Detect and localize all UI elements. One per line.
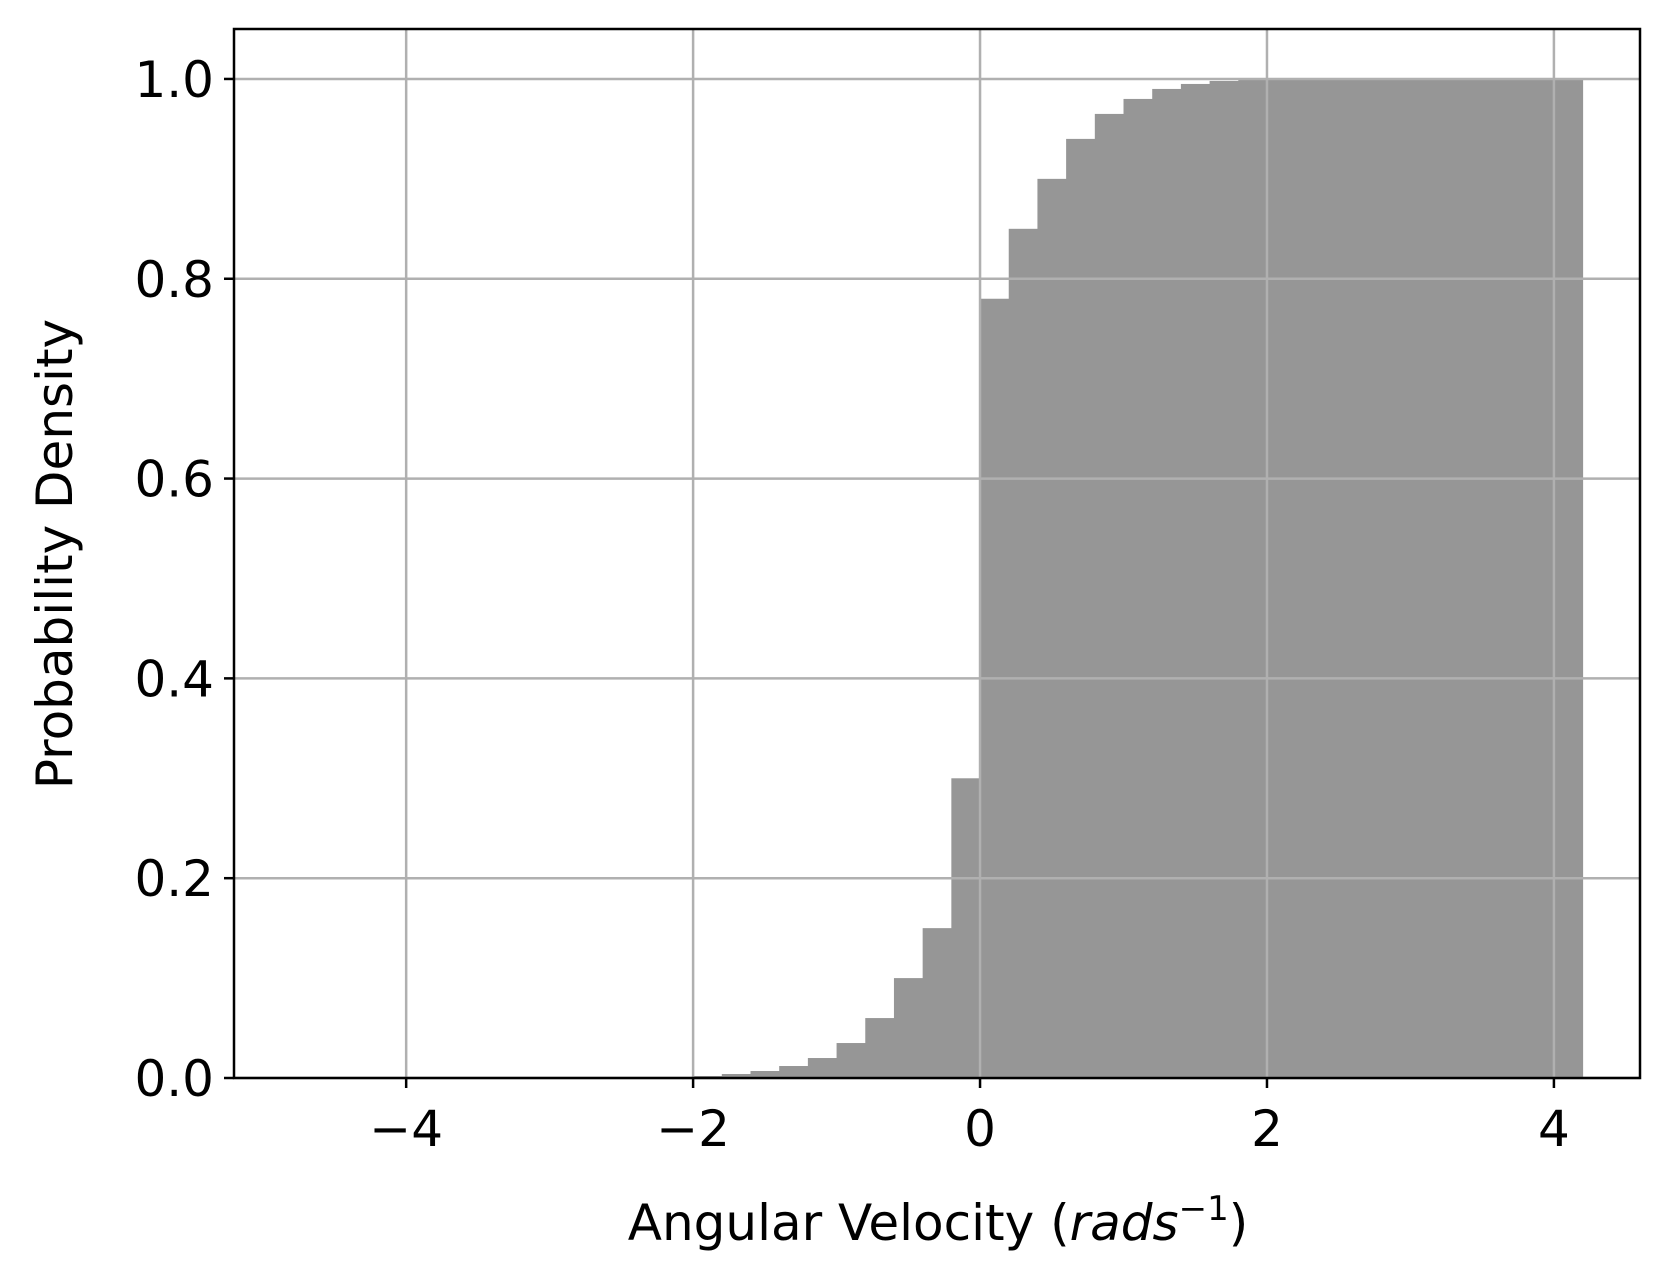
x-label-unit: rads [1070, 1194, 1179, 1252]
bar [1066, 138, 1096, 1078]
bars [664, 78, 1584, 1079]
y-tick-label: 1.0 [134, 51, 214, 109]
bar [1381, 78, 1411, 1078]
bar [779, 1066, 809, 1078]
bar [750, 1071, 780, 1078]
y-tick-label: 0.2 [134, 850, 214, 908]
bar [1152, 88, 1182, 1078]
x-tick-label: 0 [964, 1100, 996, 1158]
bar [1180, 83, 1211, 1078]
bar [1353, 78, 1383, 1078]
bar [807, 1058, 838, 1078]
bar [1324, 78, 1354, 1078]
bar [1238, 79, 1268, 1079]
y-tick-label: 0.8 [134, 251, 214, 309]
bar [1123, 98, 1153, 1078]
bar [1467, 78, 1498, 1078]
bar [1439, 78, 1469, 1078]
bar [1037, 178, 1067, 1078]
x-tick-label: −4 [369, 1100, 443, 1158]
plot-frame [232, 27, 1642, 1080]
y-axis-label: Probability Density [26, 319, 84, 789]
x-tick-label: 4 [1538, 1100, 1570, 1158]
bar [1496, 78, 1526, 1078]
bar [980, 298, 1010, 1078]
y-tick-label: 0.6 [134, 451, 214, 509]
x-label-text: Angular Velocity ( [628, 1194, 1070, 1252]
bar [1209, 80, 1239, 1078]
bar [1008, 228, 1038, 1079]
bar [1094, 113, 1125, 1078]
x-tick-label: −2 [656, 1100, 730, 1158]
x-label-close: ) [1229, 1194, 1249, 1252]
x-axis-label: Angular Velocity (rads−1) [628, 1189, 1248, 1252]
y-tick-label: 0.0 [134, 1050, 214, 1108]
bar [836, 1043, 866, 1078]
bar [1553, 78, 1584, 1078]
bar [865, 1018, 895, 1078]
bar [893, 978, 924, 1078]
y-tick-label: 0.4 [134, 650, 214, 708]
bar [1295, 78, 1325, 1078]
x-label-exponent: −1 [1179, 1189, 1229, 1229]
x-tick-label: 2 [1251, 1100, 1283, 1158]
bar [1410, 78, 1440, 1078]
bar [721, 1074, 751, 1078]
bar [1266, 78, 1297, 1078]
bar [951, 778, 981, 1078]
bar [922, 928, 952, 1078]
bar [1525, 78, 1555, 1078]
